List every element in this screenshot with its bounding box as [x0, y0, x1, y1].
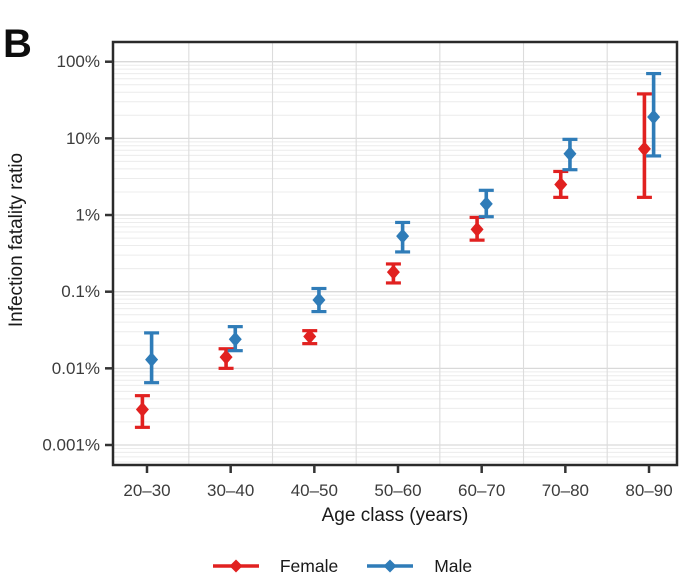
legend-label: Female [279, 555, 339, 576]
y-axis-title: Infection fatality ratio [6, 152, 27, 328]
legend: Female Male [0, 551, 684, 578]
y-tick-label: 10% [66, 129, 100, 148]
y-tick-label: 0.01% [52, 359, 100, 378]
data-point-diamond-male [647, 109, 661, 125]
data-point-diamond-female [219, 349, 233, 365]
x-axis-title: Age class (years) [321, 505, 469, 526]
x-tick-label: 50–60 [374, 481, 421, 500]
data-point-diamond-female [386, 264, 400, 280]
panel-label: B [3, 22, 32, 66]
x-tick-label: 40–50 [291, 481, 338, 500]
data-point-diamond-male [479, 196, 493, 212]
data-point-diamond-male [396, 228, 410, 244]
y-tick-label: 0.001% [42, 436, 100, 455]
panel-border [111, 40, 679, 467]
data-point-diamond-male [228, 331, 242, 347]
data-point-diamond-female [470, 221, 484, 237]
y-tick-label: 100% [57, 52, 100, 71]
y-tick-label: 0.1% [61, 282, 100, 301]
legend-label: Male [434, 555, 473, 576]
x-tick-label: 70–80 [542, 481, 589, 500]
x-tick-label: 60–70 [458, 481, 505, 500]
data-point-diamond-female [554, 177, 568, 193]
data-point-diamond-female [637, 141, 651, 157]
x-tick-label: 20–30 [123, 481, 170, 500]
legend-item-female: Female [212, 556, 338, 577]
y-tick-label: 1% [75, 206, 100, 225]
legend-marker-male-icon [367, 559, 414, 573]
data-point-diamond-male [563, 146, 577, 162]
data-point-diamond-male [312, 292, 326, 308]
ifr-chart: 100% 10% 1% 0.1% 0.01% 0.001% 20–30 30–40 40–50 5… [42, 40, 679, 500]
legend-item-male: Male [366, 556, 472, 577]
data-point-diamond-male [145, 352, 159, 368]
x-tick-label: 30–40 [207, 481, 254, 500]
data-point-diamond-female [303, 329, 317, 345]
legend-marker-female-icon [212, 559, 259, 573]
data-point-diamond-female [135, 402, 149, 418]
x-tick-label: 80–90 [625, 481, 672, 500]
